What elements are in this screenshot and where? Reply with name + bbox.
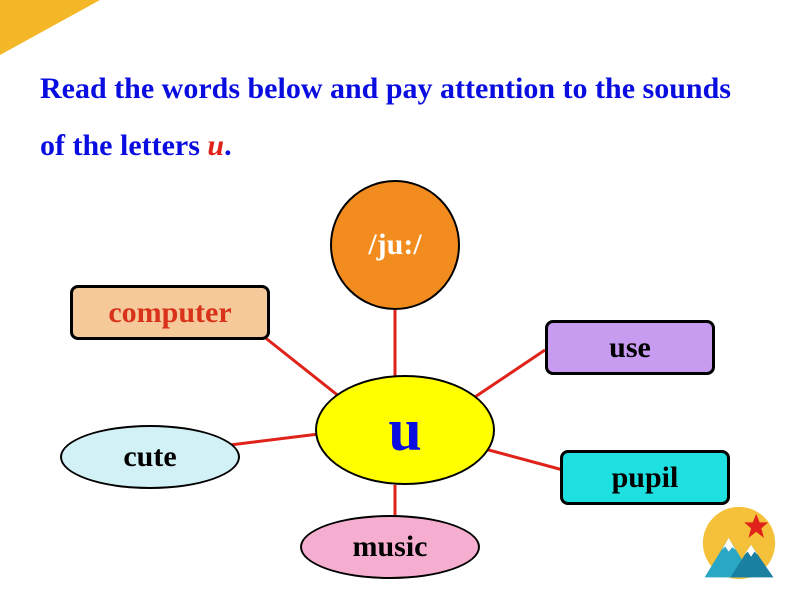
center-node: u (315, 375, 495, 485)
instruction-letter: u (207, 129, 224, 162)
slide-canvas: Read the words below and pay attention t… (0, 0, 794, 596)
brand-logo (696, 500, 782, 586)
instruction-main: Read the words below and pay attention t… (40, 72, 731, 162)
word-node-pupil: pupil (560, 450, 730, 505)
instruction-text: Read the words below and pay attention t… (40, 60, 760, 174)
corner-accent (0, 0, 100, 55)
instruction-after: . (224, 129, 232, 162)
sound-node: /ju:/ (330, 180, 460, 310)
word-node-computer: computer (70, 285, 270, 340)
word-node-cute: cute (60, 425, 240, 489)
word-node-use: use (545, 320, 715, 375)
word-node-music: music (300, 515, 480, 579)
